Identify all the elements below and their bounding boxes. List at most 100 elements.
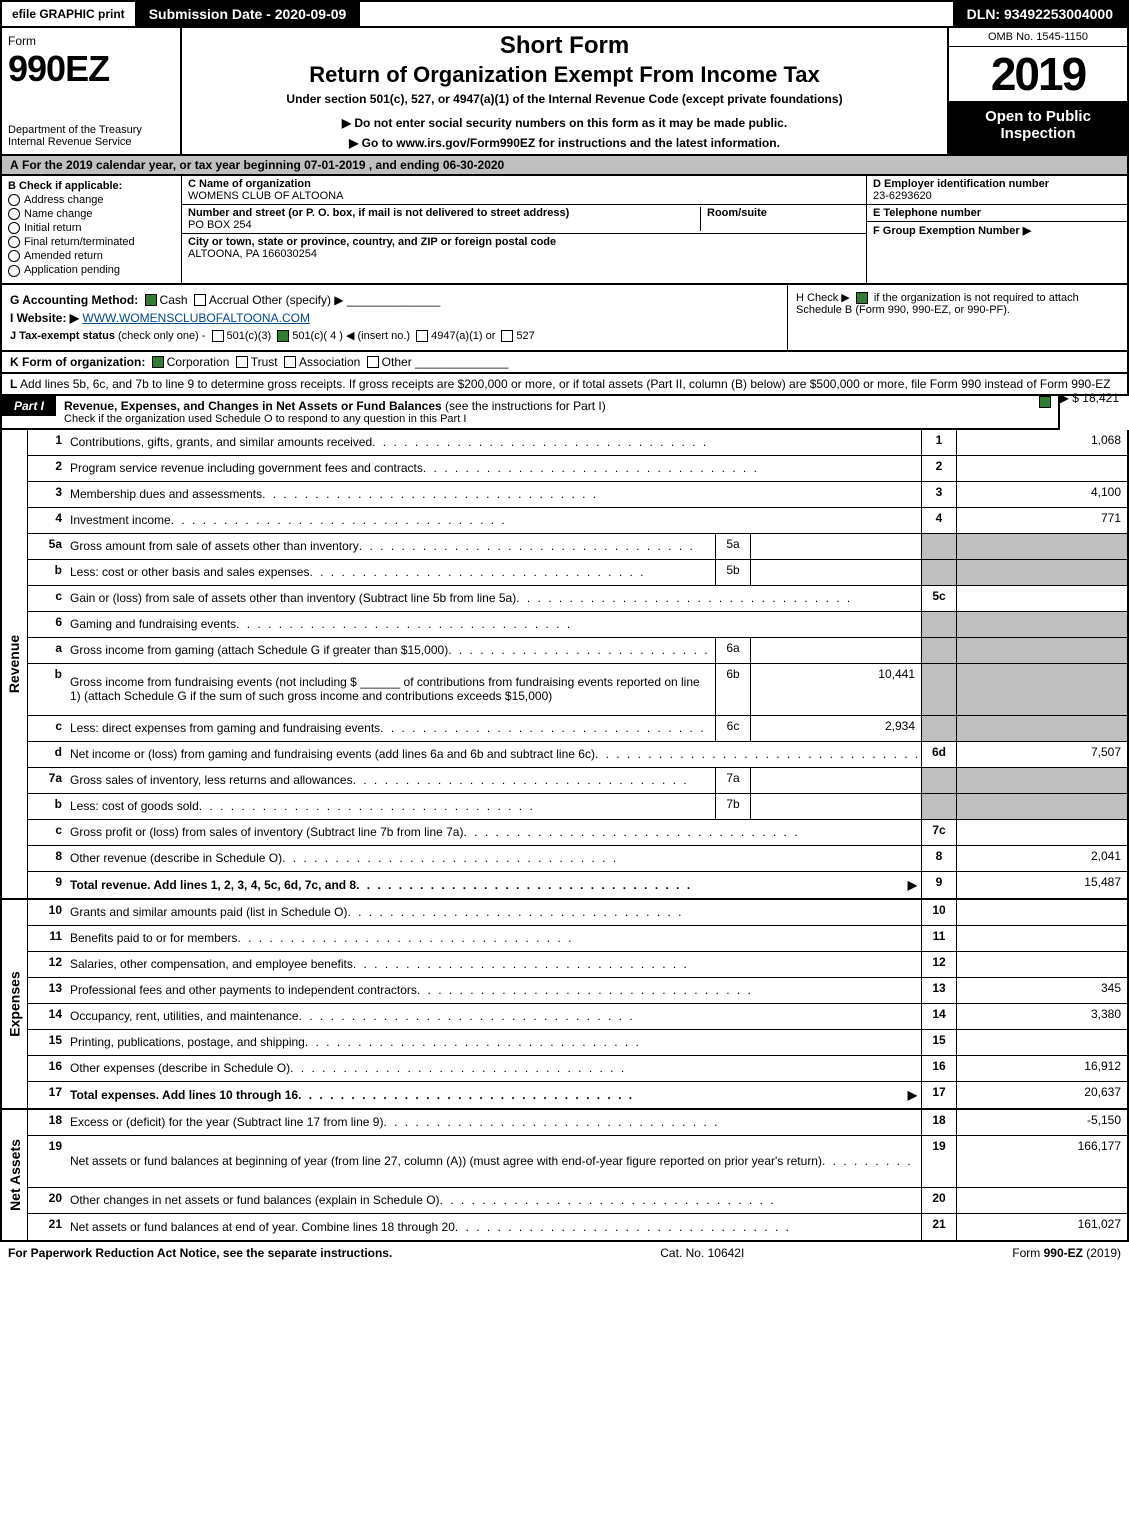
mid-line-number: 5a — [715, 534, 751, 559]
right-line-value: 4,100 — [957, 482, 1127, 507]
form-line: 17Total expenses. Add lines 10 through 1… — [28, 1082, 1127, 1108]
netassets-lines: 18Excess or (deficit) for the year (Subt… — [28, 1110, 1127, 1240]
check-final-return[interactable]: Final return/terminated — [8, 236, 175, 248]
part-i-label: Part I — [2, 396, 56, 416]
right-line-number — [921, 794, 957, 819]
line-description: Gross income from fundraising events (no… — [66, 664, 715, 715]
gi-left: G Accounting Method: Cash Accrual Other … — [2, 285, 787, 350]
check-association[interactable] — [284, 356, 296, 368]
right-line-number: 15 — [921, 1030, 957, 1055]
right-line-value: 345 — [957, 978, 1127, 1003]
page-footer: For Paperwork Reduction Act Notice, see … — [0, 1242, 1129, 1264]
form-line: cLess: direct expenses from gaming and f… — [28, 716, 1127, 742]
topbar-left: efile GRAPHIC print Submission Date - 20… — [2, 2, 360, 26]
expenses-side-label: Expenses — [2, 900, 28, 1108]
line-l-value: ▶ $ 18,421 — [1060, 391, 1119, 405]
right-line-value: 161,027 — [957, 1214, 1127, 1240]
line-number: 21 — [28, 1214, 66, 1240]
title-short-form: Short Form — [186, 32, 943, 60]
form-line: 16Other expenses (describe in Schedule O… — [28, 1056, 1127, 1082]
open-inspection: Open to Public Inspection — [949, 102, 1127, 154]
opt-association: Association — [299, 355, 360, 369]
line-description: Less: cost of goods sold — [66, 794, 715, 819]
part-i-checkbox-wrap — [1038, 396, 1058, 411]
right-line-value — [957, 638, 1127, 663]
mid-line-number: 6b — [715, 664, 751, 715]
city-label: City or town, state or province, country… — [188, 236, 860, 248]
form-number: 990EZ — [8, 48, 174, 90]
line-description: Benefits paid to or for members — [66, 926, 921, 951]
right-line-number: 4 — [921, 508, 957, 533]
form-line: 10Grants and similar amounts paid (list … — [28, 900, 1127, 926]
line-description: Printing, publications, postage, and shi… — [66, 1030, 921, 1055]
check-trust[interactable] — [236, 356, 248, 368]
check-501c3[interactable] — [212, 330, 224, 342]
check-other-org[interactable] — [367, 356, 379, 368]
block-bcdef: B Check if applicable: Address change Na… — [0, 176, 1129, 285]
form-line: 1Contributions, gifts, grants, and simil… — [28, 430, 1127, 456]
part-i-checkbox[interactable] — [1039, 396, 1051, 408]
form-line: dNet income or (loss) from gaming and fu… — [28, 742, 1127, 768]
line-number: 20 — [28, 1188, 66, 1213]
right-line-number: 2 — [921, 456, 957, 481]
right-line-number — [921, 534, 957, 559]
line-description: Grants and similar amounts paid (list in… — [66, 900, 921, 925]
right-line-number: 19 — [921, 1136, 957, 1187]
dln: DLN: 93492253004000 — [953, 2, 1127, 26]
header-right: OMB No. 1545-1150 2019 Open to Public In… — [947, 28, 1127, 154]
line-number: 19 — [28, 1136, 66, 1187]
check-name-change[interactable]: Name change — [8, 208, 175, 220]
line-description: Excess or (deficit) for the year (Subtra… — [66, 1110, 921, 1135]
mid-line-number: 6c — [715, 716, 751, 741]
line-description: Professional fees and other payments to … — [66, 978, 921, 1003]
other-label: Other (specify) ▶ — [252, 293, 343, 307]
check-h[interactable] — [856, 292, 868, 304]
website-link[interactable]: WWW.WOMENSCLUBOFALTOONA.COM — [82, 311, 310, 325]
right-line-number — [921, 612, 957, 637]
department-label: Department of the Treasury Internal Reve… — [8, 124, 174, 148]
form-line: 8Other revenue (describe in Schedule O)8… — [28, 846, 1127, 872]
right-line-value — [957, 456, 1127, 481]
part-i-title-text: Revenue, Expenses, and Changes in Net As… — [64, 399, 442, 413]
check-initial-return[interactable]: Initial return — [8, 222, 175, 234]
title-return: Return of Organization Exempt From Incom… — [186, 62, 943, 88]
check-corporation[interactable] — [152, 356, 164, 368]
line-number: c — [28, 716, 66, 741]
form-line: 18Excess or (deficit) for the year (Subt… — [28, 1110, 1127, 1136]
line-description: Net assets or fund balances at beginning… — [66, 1136, 921, 1187]
check-amended-return[interactable]: Amended return — [8, 250, 175, 262]
right-line-value: 2,041 — [957, 846, 1127, 871]
right-line-number: 14 — [921, 1004, 957, 1029]
right-line-number — [921, 768, 957, 793]
mid-line-value: 10,441 — [751, 664, 921, 715]
line-a-prefix: A — [10, 158, 19, 172]
check-cash[interactable] — [145, 294, 157, 306]
right-line-number: 16 — [921, 1056, 957, 1081]
subtitle-link[interactable]: ▶ Go to www.irs.gov/Form990EZ for instru… — [186, 136, 943, 150]
gi-right: H Check ▶ if the organization is not req… — [787, 285, 1127, 350]
check-accrual[interactable] — [194, 294, 206, 306]
opt-501c: 501(c)( 4 ) ◀ (insert no.) — [292, 330, 410, 342]
line-description: Other expenses (describe in Schedule O) — [66, 1056, 921, 1081]
form-line: 4Investment income4771 — [28, 508, 1127, 534]
check-application-pending[interactable]: Application pending — [8, 264, 175, 276]
check-address-change[interactable]: Address change — [8, 194, 175, 206]
tax-exempt-label: J Tax-exempt status — [10, 330, 115, 342]
check-4947[interactable] — [416, 330, 428, 342]
column-def: D Employer identification number 23-6293… — [867, 176, 1127, 283]
right-line-value — [957, 560, 1127, 585]
efile-print-label[interactable]: efile GRAPHIC print — [2, 3, 135, 25]
expenses-section: Expenses 10Grants and similar amounts pa… — [0, 900, 1129, 1110]
check-527[interactable] — [501, 330, 513, 342]
check-label: Application pending — [24, 264, 120, 276]
right-line-value: 3,380 — [957, 1004, 1127, 1029]
right-line-value — [957, 612, 1127, 637]
accounting-method-label: G Accounting Method: — [10, 293, 138, 307]
check-501c[interactable] — [277, 330, 289, 342]
line-number: a — [28, 638, 66, 663]
street-label: Number and street (or P. O. box, if mail… — [188, 207, 700, 219]
h-check-text: Check ▶ — [807, 292, 850, 304]
right-line-value — [957, 1188, 1127, 1213]
revenue-section: Revenue 1Contributions, gifts, grants, a… — [0, 430, 1129, 900]
column-b: B Check if applicable: Address change Na… — [2, 176, 182, 283]
